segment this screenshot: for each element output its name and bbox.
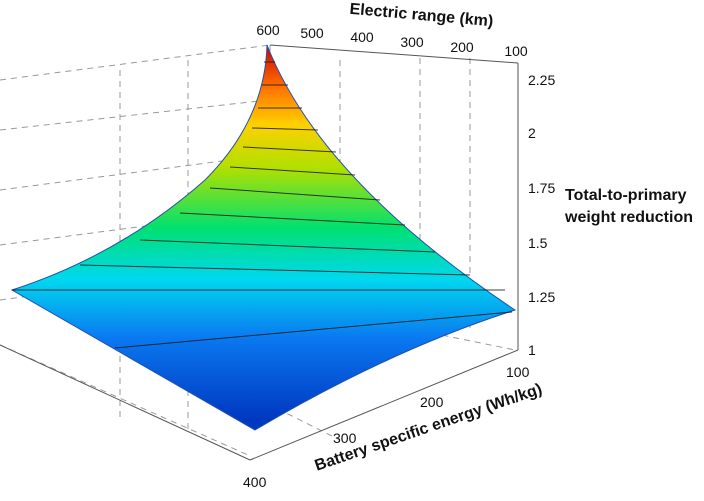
x-axis-ticks: 600 500 400 300 200 100	[256, 22, 528, 59]
x-tick: 500	[300, 25, 324, 41]
x-axis-title: Electric range (km)	[349, 1, 494, 30]
z-axis-title-line2: weight reduction	[564, 209, 693, 226]
y-tick: 200	[420, 394, 444, 410]
y-tick: 400	[243, 474, 267, 490]
surface	[10, 44, 517, 431]
y-tick: 300	[333, 430, 357, 446]
z-tick: 2.25	[528, 72, 555, 88]
surface-contours	[12, 61, 513, 349]
z-tick: 1.5	[528, 235, 548, 251]
x-tick: 100	[504, 43, 528, 59]
z-tick: 2	[528, 125, 536, 141]
z-tick: 1.75	[528, 180, 555, 196]
y-tick: 100	[506, 364, 530, 380]
x-tick: 400	[350, 29, 374, 45]
z-axis-title-line1: Total-to-primary	[565, 187, 687, 204]
z-tick: 1	[528, 342, 536, 358]
z-tick: 1.25	[528, 289, 555, 305]
z-axis-ticks: 1 1.25 1.5 1.75 2 2.25	[528, 72, 555, 358]
x-tick: 600	[256, 22, 280, 38]
y-axis-ticks: 100 200 300 400	[243, 364, 530, 490]
axis-box	[0, 44, 519, 461]
x-tick: 200	[450, 39, 474, 55]
x-tick: 300	[400, 34, 424, 50]
